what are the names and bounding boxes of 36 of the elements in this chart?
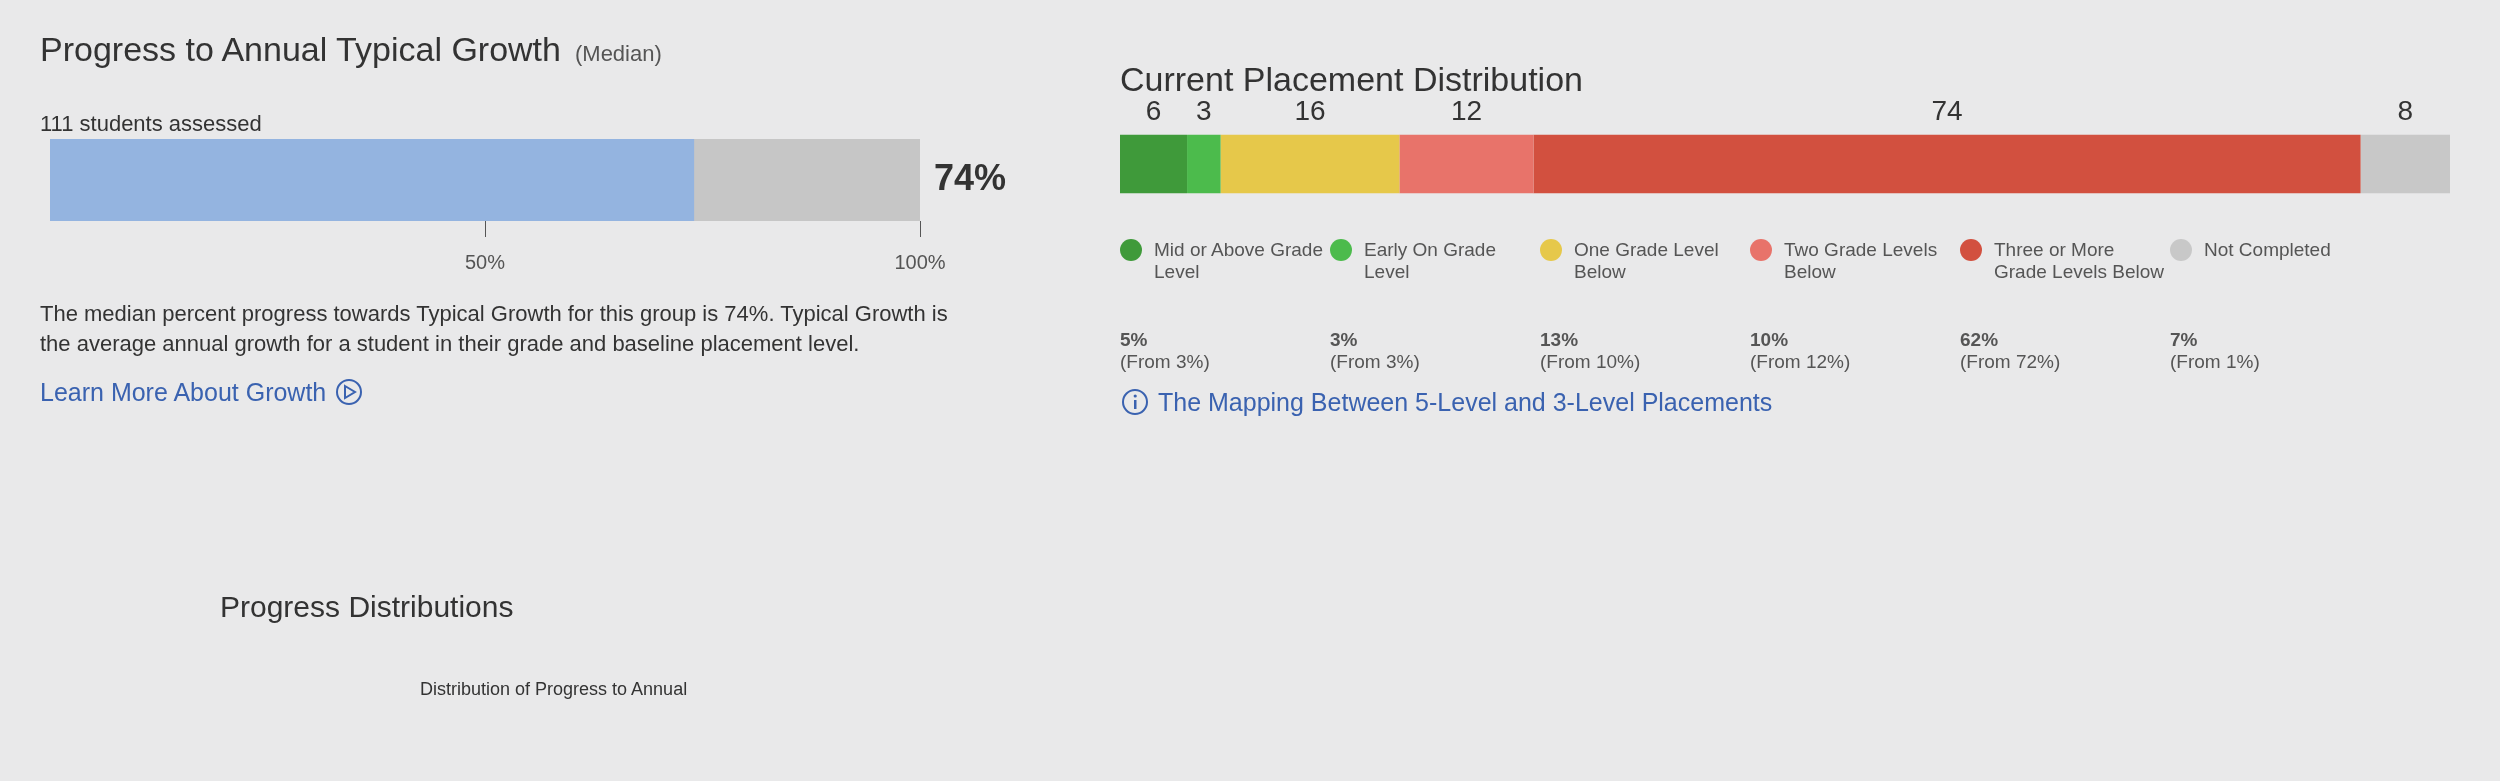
- x-tick-label: 50%: [464, 250, 506, 273]
- data-label: 3: [1196, 95, 1212, 127]
- chart-title: Current Placement Distribution: [1120, 60, 1583, 98]
- text: The Mapping Between 5-Level and 3-Level Placements: [1158, 387, 1773, 417]
- text: 5% (From 3%): [1120, 329, 1211, 373]
- legend-label: Three or More Grade Levels Below: [1994, 239, 2166, 283]
- chart-title: Progress to Annual Typical Growth: [40, 30, 561, 68]
- text: Progress Distributions: [220, 590, 515, 624]
- text: 3% (From 3%): [1330, 329, 1421, 373]
- chart-subtitle: (Median): [574, 41, 662, 66]
- text: 10% (From 12%): [1750, 329, 1852, 373]
- bar: [1120, 134, 1188, 194]
- text: 111 students assessed: [40, 110, 263, 138]
- legend-label: Mid or Above Grade Level: [1154, 239, 1324, 283]
- legend-label: Early On Grade Level: [1364, 239, 1497, 283]
- data-label: 6: [1145, 95, 1162, 127]
- legend-label: One Grade Level Below: [1574, 239, 1720, 283]
- text: 13% (From 10%): [1540, 329, 1642, 373]
- legend-label: Not Completed: [2204, 239, 2331, 261]
- bar: [1533, 134, 2361, 194]
- bar: [1399, 134, 1534, 194]
- text: 62% (From 72%): [1960, 329, 2062, 373]
- x-tick-label: 100%: [894, 250, 946, 273]
- bar: [2360, 134, 2450, 194]
- data-label: 12: [1450, 95, 1483, 127]
- text: The median percent progress towards Typical Growth for this group is 74%. Typical Growth is the average annual growth for a student in their grade and baseline placement level.: [40, 300, 949, 358]
- bar: [1220, 134, 1400, 194]
- data-label: 74: [1931, 95, 1963, 127]
- data-label: 8: [2397, 95, 2414, 127]
- text: Distribution of Progress to Annual: [420, 678, 689, 701]
- data-label: 16: [1294, 95, 1326, 127]
- annotation: 74%: [934, 156, 1007, 198]
- text: Learn More About Growth: [40, 377, 327, 407]
- text: 7% (From 1%): [2170, 329, 2261, 373]
- bar: [1187, 134, 1221, 194]
- legend-label: Two Grade Levels Below: [1784, 239, 1939, 283]
